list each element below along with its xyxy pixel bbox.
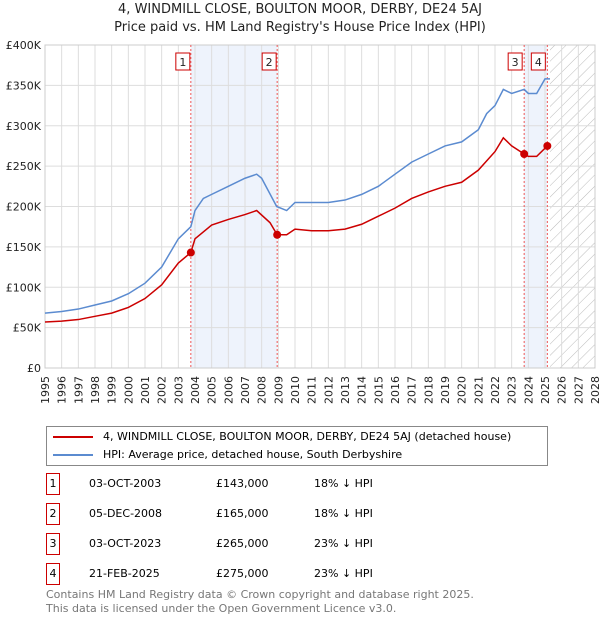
sale-label-box: 4 xyxy=(530,52,546,71)
x-tick-label: 2011 xyxy=(306,376,319,404)
sale-label: 2 xyxy=(266,56,273,69)
x-tick-label: 2017 xyxy=(406,376,419,404)
x-tick-label: 1997 xyxy=(72,376,85,404)
sale-label: 3 xyxy=(512,56,519,69)
sale-number: 3 xyxy=(46,533,60,555)
sale-row: 2 05-DEC-2008 £165,000 18% ↓ HPI xyxy=(46,503,446,525)
x-tick-label: 2027 xyxy=(572,376,585,404)
chart-title: 4, WINDMILL CLOSE, BOULTON MOOR, DERBY, … xyxy=(118,2,482,17)
property-line xyxy=(44,136,551,323)
sale-point xyxy=(520,150,529,159)
x-tick-label: 2020 xyxy=(456,376,469,404)
sale-number: 2 xyxy=(46,503,60,525)
y-tick-label: £200K xyxy=(6,201,42,214)
x-tick-label: 2007 xyxy=(239,376,252,404)
y-tick-label: £300K xyxy=(6,120,42,133)
sale-label-box: 1 xyxy=(175,52,191,71)
sale-hpi-diff: 23% ↓ HPI xyxy=(314,537,373,550)
chart-subtitle: Price paid vs. HM Land Registry's House … xyxy=(114,20,486,35)
x-tick-label: 2002 xyxy=(156,376,169,404)
x-tick-label: 2023 xyxy=(506,376,519,404)
legend-swatch-red xyxy=(53,436,93,438)
sale-label-frame xyxy=(530,52,546,71)
sale-number: 1 xyxy=(46,473,60,495)
x-tick-label: 2018 xyxy=(422,376,435,404)
sale-date: 03-OCT-2003 xyxy=(89,477,162,490)
footer-line1: Contains HM Land Registry data © Crown c… xyxy=(46,588,474,601)
x-tick-label: 1995 xyxy=(39,376,52,404)
y-tick-label: £0 xyxy=(27,362,41,375)
sale-label-frame xyxy=(261,52,277,71)
x-tick-label: 2025 xyxy=(539,376,552,404)
y-tick-label: £150K xyxy=(6,241,42,254)
y-tick-label: £350K xyxy=(6,79,42,92)
legend-label: 4, WINDMILL CLOSE, BOULTON MOOR, DERBY, … xyxy=(103,430,512,443)
sale-hpi-diff: 18% ↓ HPI xyxy=(314,507,373,520)
x-tick-label: 1996 xyxy=(56,376,69,404)
x-tick-label: 2016 xyxy=(389,376,402,404)
sale-label: 1 xyxy=(179,56,186,69)
sale-price: £165,000 xyxy=(216,507,269,520)
y-tick-label: £50K xyxy=(13,322,42,335)
footer-line2: This data is licensed under the Open Gov… xyxy=(46,602,397,615)
sale-price: £275,000 xyxy=(216,567,269,580)
x-tick-label: 2021 xyxy=(472,376,485,404)
x-tick-label: 2000 xyxy=(122,376,135,404)
x-tick-label: 2022 xyxy=(489,376,502,404)
sale-row: 4 21-FEB-2025 £275,000 23% ↓ HPI xyxy=(46,563,446,585)
sale-hpi-diff: 23% ↓ HPI xyxy=(314,567,373,580)
x-tick-label: 2005 xyxy=(206,376,219,404)
legend: 4, WINDMILL CLOSE, BOULTON MOOR, DERBY, … xyxy=(46,426,548,466)
y-tick-label: £250K xyxy=(6,160,42,173)
plot-border xyxy=(44,44,596,369)
x-tick-label: 1998 xyxy=(89,376,102,404)
hpi-line xyxy=(44,78,550,314)
legend-item-property: 4, WINDMILL CLOSE, BOULTON MOOR, DERBY, … xyxy=(53,429,511,445)
sale-date: 21-FEB-2025 xyxy=(89,567,160,580)
x-tick-label: 2008 xyxy=(256,376,269,404)
x-tick-label: 2010 xyxy=(289,376,302,404)
sale-label-frame xyxy=(507,52,523,71)
chart-plot: 1995 1996 1997 1998 1999 2000 2001 2002 2003 2004… xyxy=(6,39,600,404)
legend-item-hpi: HPI: Average price, detached house, Sout… xyxy=(53,447,402,463)
x-tick-label: 2003 xyxy=(172,376,185,404)
sale-label-frame xyxy=(175,52,191,71)
y-tick-label: £400K xyxy=(6,39,42,52)
sale-date: 03-OCT-2023 xyxy=(89,537,162,550)
sale-date: 05-DEC-2008 xyxy=(89,507,163,520)
x-tick-label: 2028 xyxy=(589,376,600,404)
sale-row: 1 03-OCT-2003 £143,000 18% ↓ HPI xyxy=(46,473,446,495)
sale-price: £265,000 xyxy=(216,537,269,550)
x-tick-label: 1999 xyxy=(106,376,119,404)
sale-point xyxy=(186,248,195,257)
sale-row: 3 03-OCT-2023 £265,000 23% ↓ HPI xyxy=(46,533,446,555)
x-tick-label: 2015 xyxy=(372,376,385,404)
x-tick-label: 2026 xyxy=(556,376,569,404)
x-tick-label: 2014 xyxy=(356,376,369,404)
legend-swatch-blue xyxy=(53,454,93,456)
sale-hpi-diff: 18% ↓ HPI xyxy=(314,477,373,490)
legend-label: HPI: Average price, detached house, Sout… xyxy=(103,448,403,461)
sale-label: 4 xyxy=(535,56,542,69)
x-tick-label: 2004 xyxy=(189,376,202,404)
sale-label-box: 2 xyxy=(261,52,277,71)
x-tick-label: 2006 xyxy=(222,376,235,404)
x-tick-label: 2012 xyxy=(322,376,335,404)
x-tick-label: 2024 xyxy=(522,376,535,404)
sale-price: £143,000 xyxy=(216,477,269,490)
x-tick-label: 2009 xyxy=(272,376,285,404)
x-tick-label: 2013 xyxy=(339,376,352,404)
y-tick-label: £100K xyxy=(6,281,42,294)
x-tick-label: 2001 xyxy=(139,376,152,404)
sale-label-box: 3 xyxy=(507,52,523,71)
x-tick-label: 2019 xyxy=(439,376,452,404)
sale-point xyxy=(543,141,552,150)
sale-point xyxy=(273,230,282,239)
sale-number: 4 xyxy=(46,563,60,585)
